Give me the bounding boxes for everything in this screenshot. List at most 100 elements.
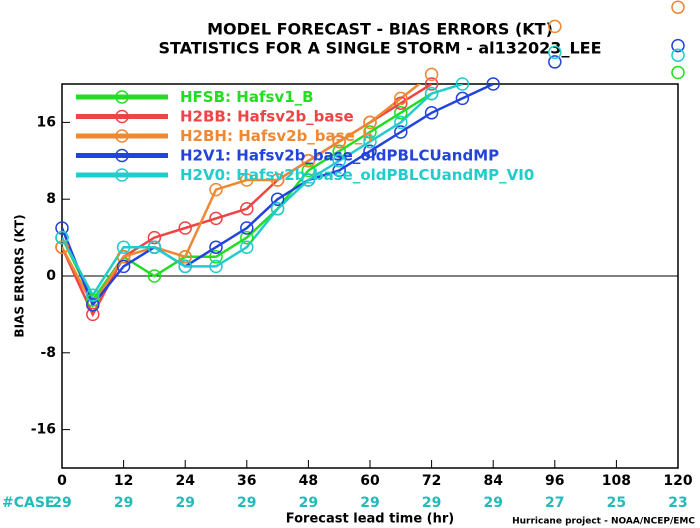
legend-desc: Hafsv2b_base [237, 107, 354, 125]
marker [240, 230, 254, 245]
marker [240, 173, 254, 187]
marker [424, 67, 439, 82]
marker [116, 240, 131, 254]
x-tick-label: 36 [237, 473, 256, 489]
marker [147, 269, 162, 283]
legend-name: HFSB [180, 88, 225, 106]
chart-title: MODEL FORECAST - BIAS ERRORS (KT) [207, 20, 553, 39]
marker [671, 65, 685, 80]
legend-sep: : [225, 146, 236, 164]
y-tick-label: -8 [40, 345, 56, 361]
y-tick-label: 0 [46, 268, 56, 284]
x-tick-label: 120 [663, 473, 692, 489]
marker [671, 48, 685, 62]
legend-desc: Hafsv2b_base_h [238, 127, 373, 145]
marker [86, 288, 100, 302]
x-tick-label: 48 [299, 473, 318, 489]
marker [209, 211, 223, 226]
x-axis-label: Forecast lead time (hr) [286, 512, 454, 527]
case-count: 23 [668, 495, 687, 511]
marker [363, 115, 377, 130]
marker [394, 125, 408, 139]
legend-label: H2BH: Hafsv2b_base_h [180, 127, 373, 145]
legend-marker [115, 168, 129, 182]
y-axis-label: BIAS ERRORS (KT) [13, 214, 27, 337]
chart-subtitle: STATISTICS FOR A SINGLE STORM - al132023… [159, 39, 602, 58]
marker [363, 125, 377, 139]
marker [301, 173, 316, 187]
marker [147, 240, 162, 254]
case-count: 29 [299, 495, 318, 511]
marker [209, 182, 223, 197]
marker [671, 38, 685, 53]
legend-sep: : [227, 127, 238, 145]
legend-label: H2V1: Hafsv2b_base_oldPBLCUandMP [180, 146, 499, 164]
legend-sep: : [225, 88, 236, 106]
x-tick-label: 60 [360, 473, 380, 489]
marker [332, 163, 346, 178]
marker [548, 19, 562, 34]
case-label: #CASE [2, 495, 55, 511]
case-count: 29 [114, 495, 133, 511]
marker [270, 173, 285, 187]
y-tick-label: 8 [46, 191, 56, 207]
marker [394, 106, 408, 120]
marker [332, 154, 346, 168]
marker [240, 221, 254, 235]
marker [424, 106, 439, 120]
marker [394, 91, 408, 106]
x-tick-label: 0 [57, 473, 67, 489]
x-tick-label: 84 [483, 473, 503, 489]
marker [55, 221, 69, 235]
marker [55, 230, 69, 245]
marker [548, 45, 562, 60]
marker [178, 221, 192, 235]
marker [86, 293, 100, 307]
marker [394, 115, 408, 130]
marker [301, 154, 316, 168]
marker [671, 0, 685, 14]
marker [424, 77, 439, 91]
credit: Hurricane project - NOAA/NCEP/EMC [512, 517, 695, 527]
legend-desc: Hafsv2b_base_oldPBLCUandMP_VI0 [236, 166, 534, 184]
legend-label: HFSB: Hafsv1_B [180, 88, 314, 106]
case-count: 25 [607, 495, 626, 511]
marker [86, 307, 100, 322]
marker [147, 230, 162, 245]
marker [486, 77, 500, 91]
marker [363, 134, 377, 149]
marker [394, 96, 408, 110]
marker [178, 259, 192, 274]
marker [55, 240, 69, 254]
marker [332, 134, 346, 149]
y-tick-label: 16 [37, 114, 56, 130]
case-count: 29 [237, 495, 256, 511]
legend-marker [115, 129, 129, 143]
marker [209, 240, 223, 254]
legend-sep: : [225, 166, 236, 184]
marker [455, 91, 470, 106]
case-count: 29 [175, 495, 194, 511]
marker [363, 144, 377, 158]
marker [240, 202, 254, 216]
marker [424, 86, 439, 101]
case-count: 29 [360, 495, 379, 511]
legend-marker [115, 109, 129, 124]
legend-name: H2V1 [180, 146, 225, 164]
legend-label: H2V0: Hafsv2b_base_oldPBLCUandMP_VI0 [180, 166, 534, 184]
marker [548, 55, 562, 69]
marker [270, 202, 285, 216]
marker [240, 240, 254, 254]
legend-marker [115, 90, 129, 104]
x-tick-label: 108 [602, 473, 631, 489]
legend-desc: Hafsv2b_base_oldPBLCUandMP [236, 146, 499, 164]
case-count: 29 [52, 495, 71, 511]
x-tick-label: 72 [422, 473, 441, 489]
marker [332, 144, 346, 158]
x-tick-label: 24 [175, 473, 195, 489]
marker [116, 259, 131, 274]
plot-clip [62, 84, 678, 318]
marker [209, 259, 223, 274]
x-tick-label: 12 [114, 473, 133, 489]
